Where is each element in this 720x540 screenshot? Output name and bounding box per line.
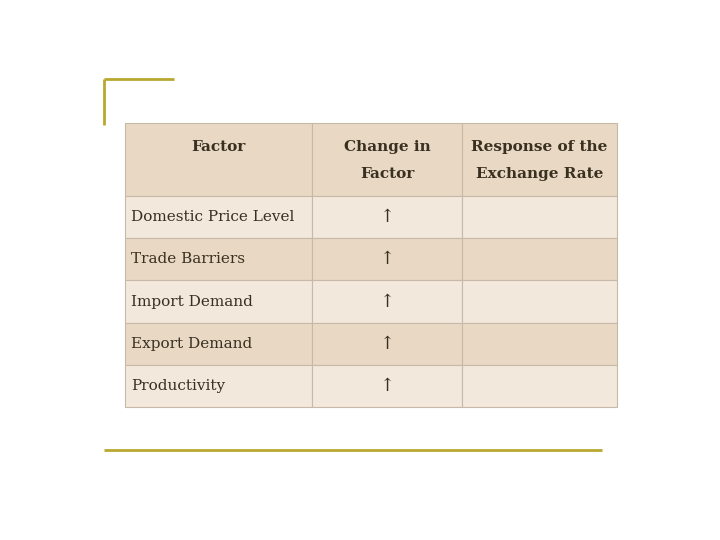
Text: ↑: ↑ [379,335,395,353]
Bar [125,365,312,408]
Bar [462,123,617,195]
Bar [125,280,312,323]
Bar [312,195,462,238]
Bar [312,280,462,323]
Bar [312,238,462,280]
Text: Export Demand: Export Demand [131,337,252,351]
Text: ↑: ↑ [379,250,395,268]
Bar [125,195,312,238]
Bar [312,323,462,365]
Bar [125,323,312,365]
Bar [312,365,462,408]
Text: Productivity: Productivity [131,379,225,393]
Text: Import Demand: Import Demand [131,295,253,308]
Text: Change in: Change in [343,140,431,154]
Bar [125,123,312,195]
Bar [462,365,617,408]
Text: Factor: Factor [192,140,246,154]
Text: Response of the: Response of the [472,140,608,154]
Bar [462,238,617,280]
Bar [312,123,462,195]
Bar [125,238,312,280]
Text: Factor: Factor [360,167,414,181]
Text: Domestic Price Level: Domestic Price Level [131,210,294,224]
Text: Exchange Rate: Exchange Rate [476,167,603,181]
Text: ↑: ↑ [379,377,395,395]
Bar [462,195,617,238]
Bar [462,280,617,323]
Text: Trade Barriers: Trade Barriers [131,252,245,266]
Bar [462,323,617,365]
Text: ↑: ↑ [379,208,395,226]
Text: ↑: ↑ [379,293,395,310]
